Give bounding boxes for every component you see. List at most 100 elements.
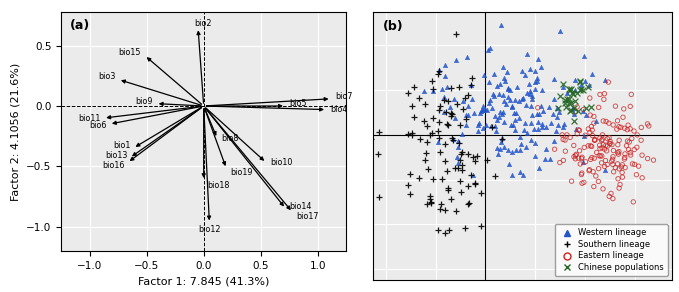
Point bbox=[428, 116, 439, 121]
Point bbox=[532, 105, 543, 110]
Point bbox=[623, 147, 634, 152]
Point bbox=[461, 117, 472, 121]
Point bbox=[598, 142, 609, 147]
Point bbox=[552, 105, 563, 110]
Point bbox=[545, 121, 556, 125]
Point bbox=[521, 103, 532, 107]
Text: bio12: bio12 bbox=[198, 225, 221, 234]
Point bbox=[628, 199, 639, 204]
Point bbox=[452, 101, 462, 106]
Point bbox=[485, 124, 496, 128]
Point bbox=[636, 138, 646, 142]
Point bbox=[524, 66, 535, 71]
Text: bio3: bio3 bbox=[98, 72, 116, 81]
Point bbox=[579, 54, 589, 58]
Point bbox=[465, 83, 476, 88]
Point bbox=[433, 227, 443, 232]
Point bbox=[477, 103, 488, 108]
Point bbox=[564, 88, 575, 92]
Point bbox=[494, 115, 504, 119]
Point bbox=[571, 152, 582, 157]
Point bbox=[579, 133, 589, 138]
Point bbox=[534, 165, 545, 170]
Point bbox=[568, 154, 579, 159]
Point bbox=[593, 179, 604, 184]
Point bbox=[493, 152, 504, 157]
Point bbox=[462, 202, 473, 206]
Point bbox=[602, 136, 613, 141]
Point bbox=[434, 120, 445, 125]
Point bbox=[564, 86, 574, 91]
Point bbox=[548, 76, 559, 81]
Point bbox=[413, 96, 424, 100]
Point bbox=[539, 157, 550, 162]
Point bbox=[541, 125, 552, 129]
Point bbox=[570, 87, 581, 92]
Point bbox=[456, 168, 467, 173]
Point bbox=[531, 111, 542, 116]
Point bbox=[606, 142, 617, 147]
Point bbox=[593, 153, 604, 158]
Point bbox=[504, 97, 515, 102]
Point bbox=[465, 83, 476, 87]
Point bbox=[553, 110, 564, 114]
Text: bio18: bio18 bbox=[207, 181, 230, 190]
Point bbox=[415, 137, 426, 142]
Point bbox=[523, 82, 534, 87]
Point bbox=[566, 107, 576, 112]
Point bbox=[453, 166, 464, 171]
Point bbox=[560, 98, 571, 103]
Point bbox=[490, 173, 501, 178]
Point bbox=[614, 124, 625, 129]
Point bbox=[516, 68, 527, 73]
Point bbox=[570, 77, 581, 82]
Point bbox=[491, 84, 502, 88]
Point bbox=[566, 100, 576, 105]
Point bbox=[507, 103, 517, 108]
Point bbox=[440, 231, 451, 235]
Point bbox=[467, 97, 478, 101]
Point bbox=[462, 152, 473, 156]
Point bbox=[462, 184, 473, 188]
Point bbox=[498, 65, 509, 70]
Point bbox=[591, 150, 602, 155]
Point bbox=[586, 105, 597, 110]
Point bbox=[626, 92, 637, 97]
Point bbox=[625, 126, 636, 131]
Point bbox=[545, 157, 555, 162]
Point bbox=[616, 165, 627, 169]
Point bbox=[442, 188, 453, 193]
Point bbox=[598, 119, 608, 123]
Point bbox=[425, 201, 436, 206]
Point bbox=[407, 130, 418, 135]
Point bbox=[532, 78, 543, 83]
Point bbox=[625, 104, 636, 109]
Point bbox=[502, 87, 513, 92]
Point bbox=[587, 155, 598, 160]
Point bbox=[608, 162, 619, 167]
Point bbox=[448, 137, 459, 141]
Point bbox=[540, 147, 551, 152]
Point bbox=[614, 182, 625, 187]
Point bbox=[477, 126, 488, 130]
Point bbox=[577, 159, 588, 164]
Point bbox=[575, 80, 586, 84]
Point bbox=[554, 29, 565, 34]
Point bbox=[562, 133, 572, 137]
Point bbox=[472, 154, 483, 159]
Point bbox=[576, 181, 587, 186]
Point bbox=[600, 158, 611, 163]
Point bbox=[507, 173, 518, 177]
Point bbox=[422, 166, 433, 171]
Point bbox=[503, 161, 514, 166]
Point bbox=[583, 85, 593, 89]
Point bbox=[586, 72, 597, 76]
Point bbox=[537, 122, 548, 127]
Point bbox=[585, 143, 596, 148]
Point bbox=[419, 88, 430, 93]
Point bbox=[549, 147, 560, 152]
Point bbox=[511, 84, 522, 89]
Point bbox=[614, 138, 625, 142]
Point bbox=[510, 127, 521, 132]
Point bbox=[502, 69, 513, 74]
